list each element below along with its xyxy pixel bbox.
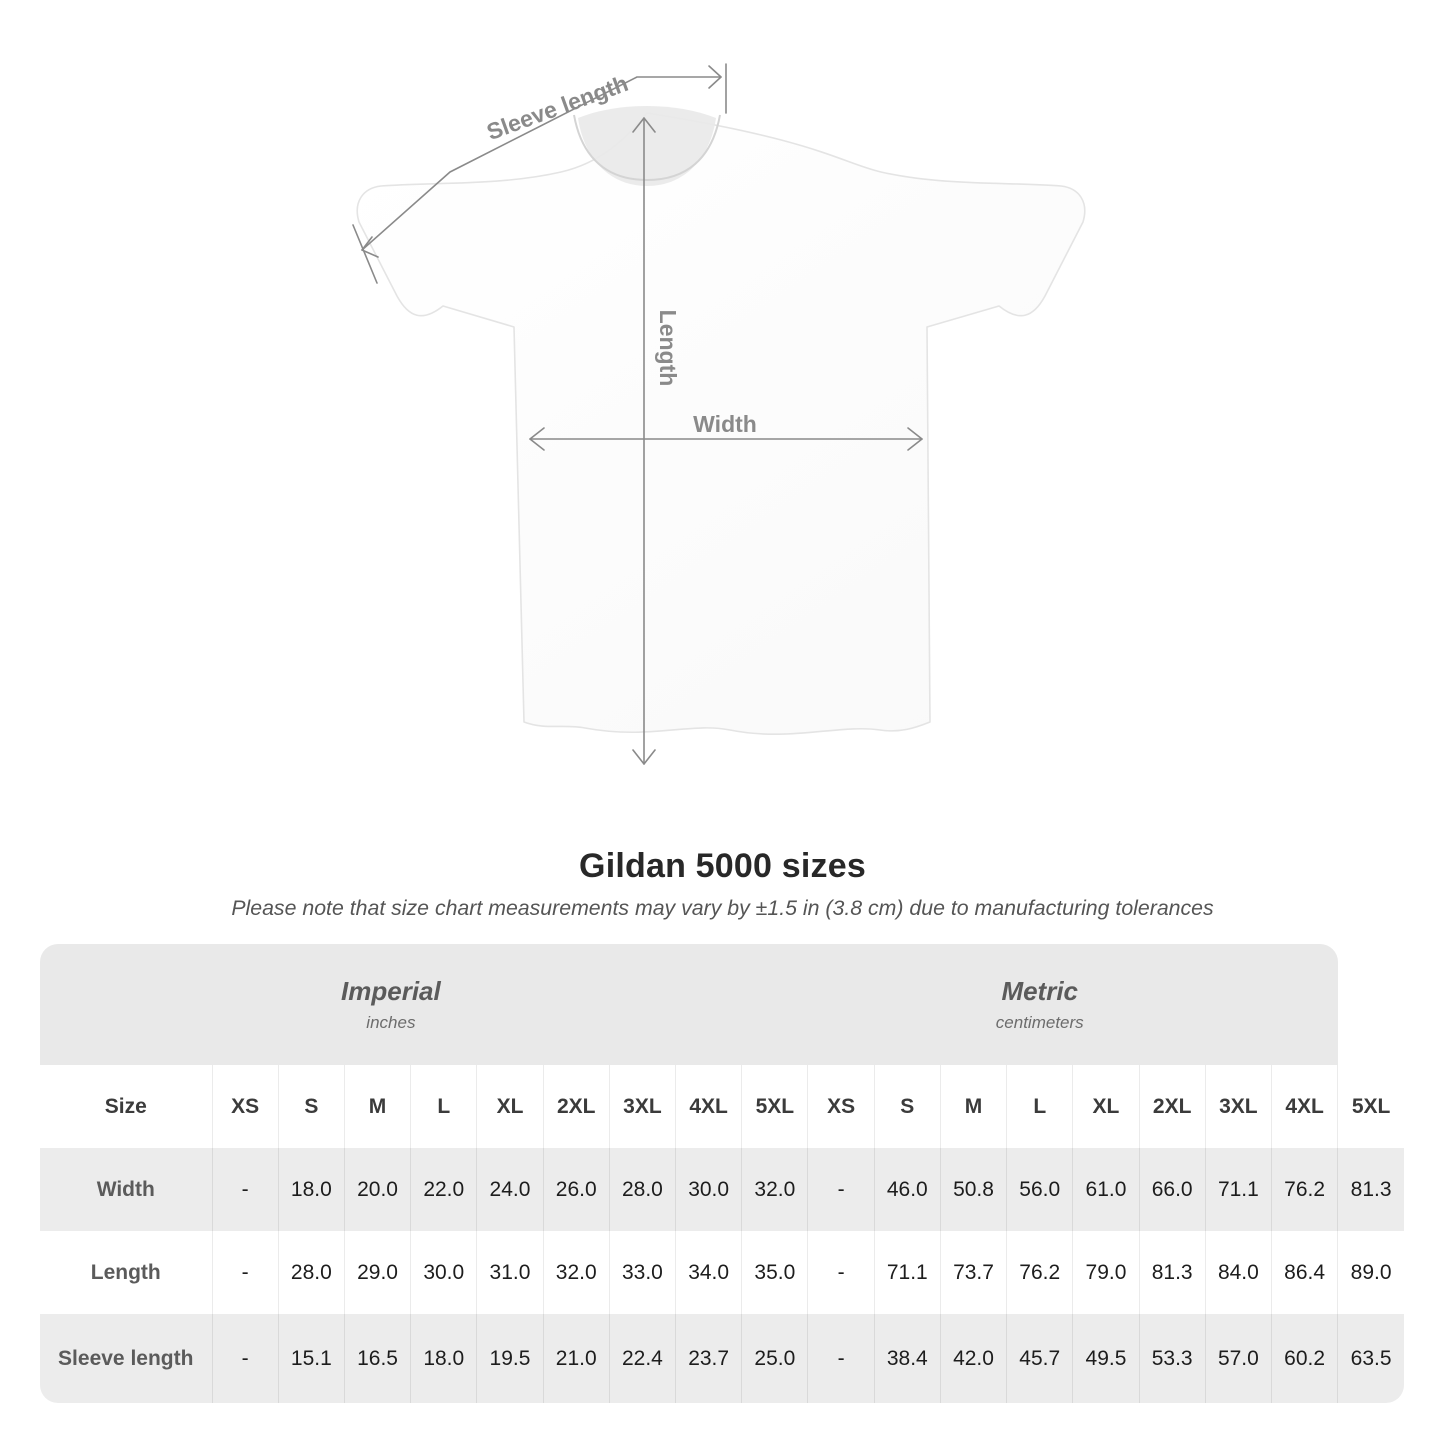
svg-text:Length: Length xyxy=(655,310,681,387)
svg-text:Width: Width xyxy=(693,411,757,437)
